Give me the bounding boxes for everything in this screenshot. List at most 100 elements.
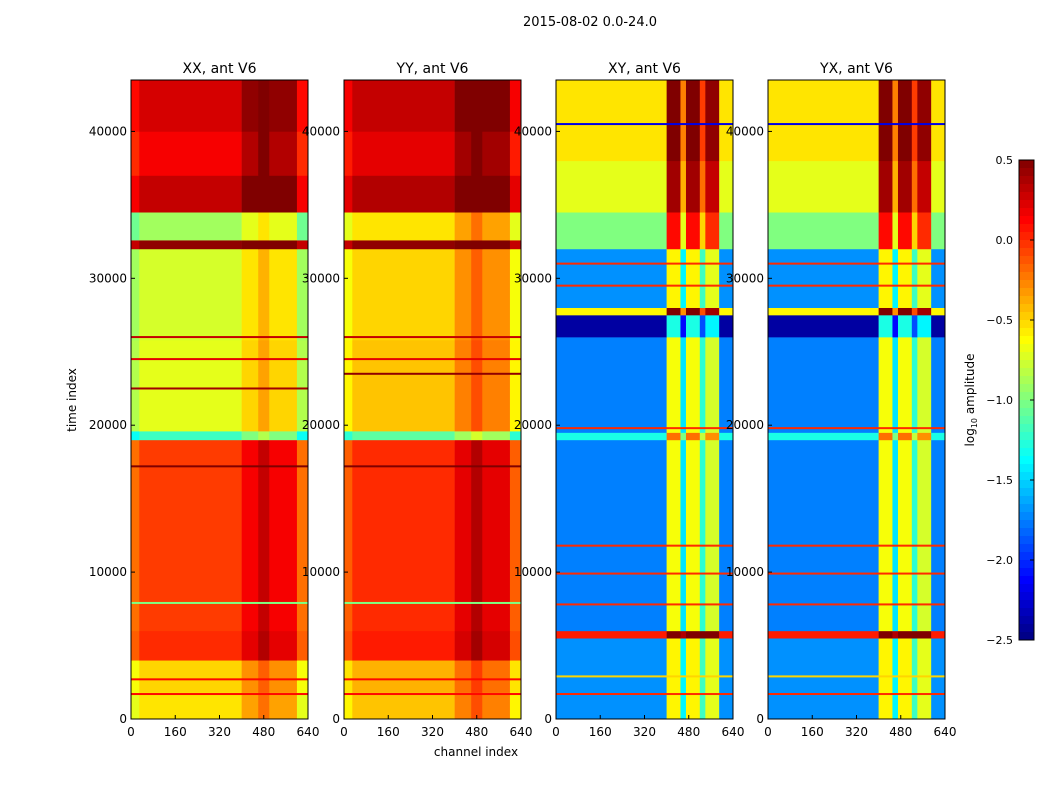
colorbar-segment [1019,368,1034,377]
heatmap-cell [131,248,140,341]
heatmap-cell [556,315,667,338]
heatmap-cell [878,638,893,720]
heatmap-cell [685,439,701,632]
panel-xx: XX, ant V6 0 160 320 480 640 0 10000 20000 30000 4… [89,61,320,739]
heatmap-cell [768,315,879,338]
heatmap-cell [344,692,353,720]
heatmap-cell [269,212,298,241]
heatmap-cell [892,337,899,433]
heatmap-cell [680,439,687,632]
heatmap-cell [296,212,309,241]
heatmap-cell [931,248,946,308]
heatmap-cell [897,337,913,433]
heatmap-cell [917,248,932,308]
heatmap-cell [241,439,259,632]
heatmap-cell [897,248,913,308]
heatmap-cell [719,432,734,441]
heatmap-cell [719,439,734,632]
heatmap-cell [509,692,522,720]
colorbar-segment [1019,472,1034,481]
x-tick-label: 320 [633,725,656,739]
heatmap-cell [139,660,242,693]
x-tick-label: 0 [340,725,348,739]
heatmap-cell [931,212,946,250]
heatmap-cell [917,630,932,639]
colorbar-segment [1019,344,1034,353]
heatmap-cell [509,439,522,632]
heatmap-cell [719,80,734,162]
colorbar-segment [1019,544,1034,553]
heatmap-cell [878,432,893,441]
heatmap-cell [258,660,270,693]
heatmap-cell [892,439,899,632]
heatmap-row-line [556,427,733,430]
heatmap-cell [482,692,511,720]
heatmap-cell [680,80,687,162]
heatmap-cell [666,160,681,213]
heatmap-cell [699,307,706,316]
heatmap-cell [344,80,353,132]
heatmap-row-line [344,693,521,696]
colorbar-segment [1019,512,1034,521]
heatmap-cell [241,692,259,720]
colorbar-segment [1019,352,1034,361]
panel-yx: YX, ant V6 0 160 320 480 640 0 10000 20000 30000 4… [726,61,957,739]
heatmap-cell [344,131,353,176]
heatmap-cell [719,638,734,720]
heatmap-cell [931,432,946,441]
heatmap-cell [269,131,298,176]
y-tick-label: 30000 [514,271,552,285]
heatmap-cell [685,248,701,308]
heatmap-cell [471,439,483,632]
y-tick-label: 40000 [302,124,340,138]
heatmap-cell [768,439,879,632]
heatmap-cell [892,212,899,250]
heatmap-cell [917,80,932,162]
heatmap-cell [666,307,681,316]
colorbar-segment [1019,584,1034,593]
colorbar-segment [1019,536,1034,545]
heatmap-cell [768,160,879,213]
colorbar-segment [1019,552,1034,561]
heatmap-cell [241,175,259,213]
heatmap-cell [241,248,259,341]
heatmap-cell [897,638,913,720]
heatmap-row-line [556,123,733,126]
heatmap-cell [680,638,687,720]
heatmap-cell [911,212,918,250]
heatmap-cell [344,212,353,241]
colorbar-tick-label: −1.0 [986,394,1013,407]
x-tick-label: 160 [377,725,400,739]
colorbar-segment [1019,288,1034,297]
panel-title: YY, ant V6 [396,61,469,77]
heatmap-cell [454,248,472,341]
heatmap-cell [131,240,140,250]
heatmap-cell [556,439,667,632]
heatmap-cell [131,175,140,213]
heatmap-cell [719,212,734,250]
heatmap-cell [241,240,259,250]
heatmap-cell [471,340,483,432]
heatmap-cell [556,630,667,639]
heatmap-row-line [556,284,733,287]
colorbar-label-part: log [963,428,977,446]
heatmap-cell [352,131,455,176]
colorbar-segment [1019,240,1034,249]
heatmap-cell [482,660,511,693]
y-tick-label: 10000 [302,565,340,579]
heatmap-cell [471,80,483,132]
y-tick-label: 20000 [726,418,764,432]
heatmap-cell [556,638,667,720]
colorbar-segment [1019,280,1034,289]
heatmap-cell [509,340,522,432]
colorbar-segment [1019,232,1034,241]
heatmap-row-line [768,262,945,265]
y-tick-label: 0 [544,712,552,726]
colorbar-segment [1019,448,1034,457]
heatmap-row-line [131,387,308,390]
heatmap-cell [139,175,242,213]
colorbar-segment [1019,568,1034,577]
heatmap-cell [139,248,242,341]
heatmap-cell [685,337,701,433]
heatmap-cell [344,660,353,693]
